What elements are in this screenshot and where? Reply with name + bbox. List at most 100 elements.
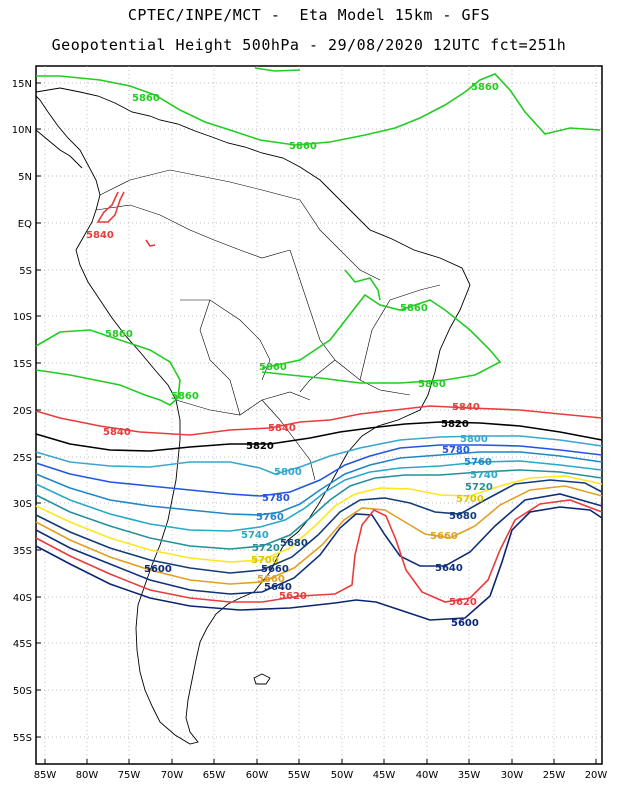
contour-5720 [35,469,603,550]
lon-label: 85W [34,770,57,781]
contour-label: 5780 [262,493,290,504]
south-america-coastline [35,87,471,745]
contour-5700 [35,475,603,563]
contour-label: 5860 [400,303,428,314]
lon-label: 60W [246,770,269,781]
lon-label: 50W [331,770,354,781]
contour-label: 5840 [103,427,131,438]
contour-label: 5720 [465,482,493,493]
contour-label: 5760 [464,457,492,468]
contour-label: 5740 [241,530,269,541]
contour-5860-north-top [254,67,301,72]
lon-label: 55W [288,770,311,781]
lon-label: 25W [543,770,566,781]
lat-label: 25S [13,453,32,464]
contour-label: 5700 [251,555,279,566]
contour-5680 [35,479,603,574]
lat-label: 5S [19,266,32,277]
contour-labels: 5860 5860 5860 5860 5860 5860 5860 5860 … [86,82,499,629]
contour-5760 [35,451,603,516]
contour-label: 5800 [460,434,488,445]
axis-ticks [36,82,597,764]
lon-label: 80W [76,770,99,781]
contour-label: 5740 [470,470,498,481]
contour-label: 5860 [418,379,446,390]
contour-5640 [35,493,603,595]
contour-5600 [35,506,603,621]
contour-label: 5640 [435,563,463,574]
contour-label: 5620 [449,597,477,608]
contour-lines [35,67,603,621]
contour-label: 5680 [280,538,308,549]
contour-label: 5720 [252,543,280,554]
graticule [36,66,602,764]
contour-label: 5820 [441,419,469,430]
contour-label: 5860 [259,362,287,373]
lat-label: 15S [13,359,32,370]
contour-5860-interior [344,269,381,301]
lat-label: 5N [18,172,32,183]
contour-label: 5780 [442,445,470,456]
contour-label: 5800 [274,467,302,478]
contour-5840-andes [96,191,125,223]
contour-label: 5860 [105,329,133,340]
lat-label: 55S [13,733,32,744]
contour-label: 5860 [471,82,499,93]
lat-label: 45S [13,639,32,650]
contour-5840-peru [145,239,156,247]
lat-label: 40S [13,593,32,604]
contour-label: 5600 [144,564,172,575]
lat-label: 10N [12,125,32,136]
contour-label: 5820 [246,441,274,452]
longitude-labels: 85W 80W 75W 70W 65W 60W 55W 50W 45W 40W … [34,770,608,781]
contour-5800 [35,435,603,475]
contour-label: 5660 [257,574,285,585]
contour-label: 5840 [86,230,114,241]
lat-label: 50S [13,686,32,697]
contour-label: 5860 [132,93,160,104]
lat-label: EQ [18,219,32,230]
contour-label: 5860 [289,141,317,152]
contour-5860-north [36,73,601,146]
contour-label: 5620 [279,591,307,602]
contour-5780 [35,444,603,497]
map-frame [35,65,603,765]
map-title-line2: Geopotential Height 500hPa - 29/08/2020 … [51,36,567,54]
contour-5660 [35,485,603,585]
map-title-line1: CPTEC/INPE/MCT - Eta Model 15km - GFS [127,6,491,24]
lon-label: 30W [501,770,524,781]
contour-label: 5680 [449,511,477,522]
lon-label: 35W [458,770,481,781]
contour-label: 5840 [268,423,296,434]
contour-label: 5660 [261,564,289,575]
lat-label: 20S [13,406,32,417]
lat-label: 10S [13,312,32,323]
contour-5740 [35,460,603,532]
contour-label: 5760 [256,512,284,523]
contour-label: 5640 [264,582,292,593]
contour-label: 5840 [452,402,480,413]
contour-5820 [35,421,603,452]
central-america-coastline [35,129,83,169]
contour-5620 [35,499,603,603]
lon-label: 40W [416,770,439,781]
country-borders [95,169,441,481]
lon-label: 65W [203,770,226,781]
contour-label: 5860 [171,391,199,402]
contour-5860-south [35,329,181,406]
falkland-islands [253,673,271,685]
lat-label: 35S [13,546,32,557]
contour-5860-brazil [261,293,502,384]
latitude-labels: 15N 10N 5N EQ 5S 10S 15S 20S 25S 30S 35S… [12,79,32,744]
lat-label: 30S [13,499,32,510]
contour-5840 [35,405,603,436]
contour-label: 5600 [451,618,479,629]
lon-label: 45W [373,770,396,781]
lon-label: 20W [585,770,608,781]
lon-label: 70W [161,770,184,781]
contour-label: 5660 [430,531,458,542]
contour-label: 5700 [456,494,484,505]
lon-label: 75W [118,770,141,781]
lat-label: 15N [12,79,32,90]
